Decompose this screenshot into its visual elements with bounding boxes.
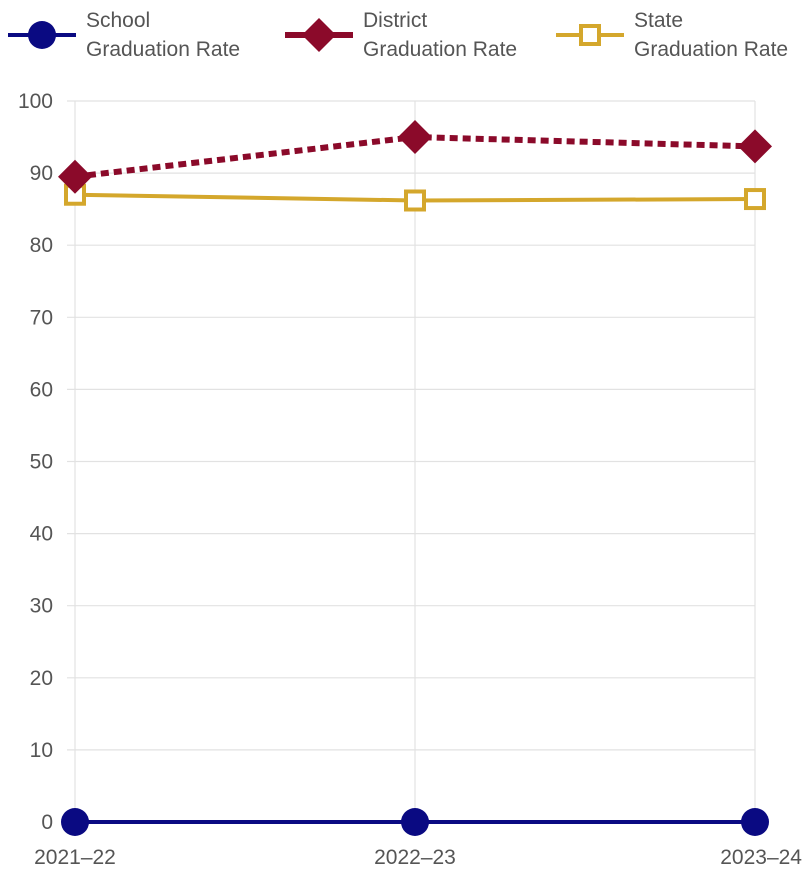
series-markers [58,120,772,836]
y-tick-label: 100 [18,90,53,113]
school-legend-label: School [86,9,150,32]
chart-grid [67,100,756,832]
y-tick-label: 80 [30,234,53,257]
district-legend-label: District [363,9,427,32]
y-tick-label: 70 [30,306,53,329]
y-tick-label: 10 [30,739,53,762]
x-tick-label: 2021–22 [34,846,116,869]
state-data-point [744,188,766,211]
y-tick-label: 30 [30,595,53,618]
school-data-point [741,808,769,836]
y-axis-ticks: 0 10 20 30 40 50 60 70 80 90 100 [18,90,53,834]
chart-legend: School Graduation Rate District Graduation … [8,9,788,61]
y-tick-label: 20 [30,667,53,690]
district-data-point [738,129,772,164]
school-data-point [61,808,89,836]
y-tick-label: 0 [41,811,53,834]
y-tick-label: 40 [30,523,53,546]
district-legend-label: Graduation Rate [363,38,517,61]
state-legend-marker [579,24,601,46]
y-tick-label: 60 [30,378,53,401]
school-legend-label: Graduation Rate [86,38,240,61]
x-tick-label: 2023–24 [720,846,802,869]
state-data-point [404,189,426,212]
x-axis-ticks: 2021–22 2022–23 2023–24 [34,846,802,869]
state-legend-label: State [634,9,683,32]
district-data-point [58,159,92,194]
y-tick-label: 50 [30,451,53,474]
school-legend-marker [28,21,56,49]
state-legend-label: Graduation Rate [634,38,788,61]
school-data-point [401,808,429,836]
district-legend-marker [302,18,336,52]
y-tick-label: 90 [30,162,53,185]
x-tick-label: 2022–23 [374,846,456,869]
district-data-point [398,120,432,155]
